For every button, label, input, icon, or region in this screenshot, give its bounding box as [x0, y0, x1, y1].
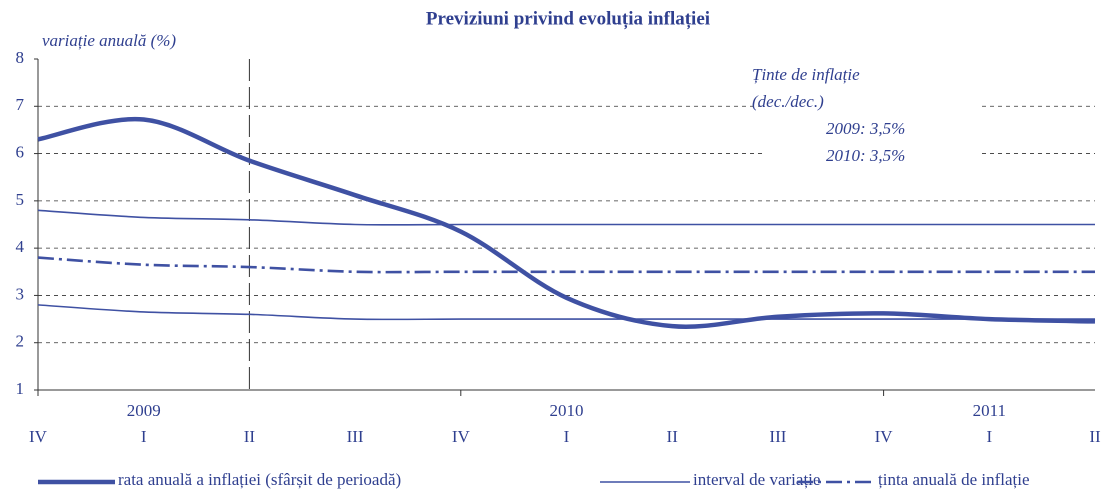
year-label: 2011: [973, 401, 1006, 420]
y-tick-label: 7: [16, 95, 25, 114]
y-tick-label: 4: [16, 237, 25, 256]
series-line: [37, 116, 1096, 329]
chart-title: Previziuni privind evoluția inflației: [426, 8, 710, 29]
annotation: Ținte de inflație: [752, 65, 860, 84]
x-tick-label: I: [564, 427, 570, 446]
x-tick-label: IV: [875, 427, 894, 446]
y-tick-label: 1: [16, 379, 25, 398]
x-tick-label: II: [667, 427, 679, 446]
x-tick-label: IV: [29, 427, 48, 446]
y-tick-label: 5: [16, 190, 25, 209]
annotation: (dec./dec.): [752, 92, 824, 111]
year-label: 2009: [127, 401, 161, 420]
annotation: 2009: 3,5%: [826, 119, 905, 138]
x-tick-label: III: [347, 427, 364, 446]
series-line: [37, 304, 1095, 321]
x-tick-label: I: [986, 427, 992, 446]
annotation-bg: [765, 64, 980, 168]
y-tick-label: 3: [16, 284, 25, 303]
x-tick-label: II: [244, 427, 256, 446]
legend-label: interval de variație: [693, 470, 820, 489]
x-tick-label: III: [769, 427, 786, 446]
x-tick-label: II: [1089, 427, 1101, 446]
year-label: 2010: [550, 401, 584, 420]
y-axis-label: variație anuală (%): [42, 31, 176, 50]
y-tick-label: 8: [16, 48, 25, 67]
x-tick-label: I: [141, 427, 147, 446]
series-line: [37, 209, 1095, 226]
legend-label: ținta anuală de inflație: [878, 470, 1030, 489]
annotation: 2010: 3,5%: [826, 146, 905, 165]
series-line: [37, 256, 1095, 274]
legend-label: rata anuală a inflației (sfârșit de peri…: [118, 470, 401, 489]
x-tick-label: IV: [452, 427, 471, 446]
y-tick-label: 6: [16, 142, 25, 161]
y-tick-label: 2: [16, 332, 25, 351]
